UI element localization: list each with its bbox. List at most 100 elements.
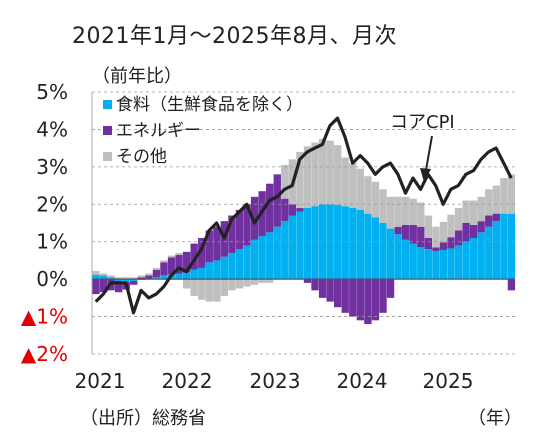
bar-energy-2021-10 (160, 262, 168, 276)
bar-other-2024-08 (417, 202, 425, 227)
bar-food-2023-08 (326, 204, 334, 280)
bar-energy-2024-04 (386, 279, 395, 298)
bar-energy-2022-02 (190, 243, 198, 270)
bar-food-2023-12 (356, 209, 365, 280)
y-tick-label-2: 2% (36, 192, 68, 216)
bar-other-2022-02 (190, 279, 198, 296)
bar-energy-2023-02 (281, 198, 289, 222)
bar-food-2021-10 (160, 275, 168, 280)
legend-label-food: 食料（生鮮食品を除く） (116, 95, 303, 115)
bar-energy-2022-12 (266, 183, 274, 233)
bar-energy-2022-01 (182, 251, 191, 273)
bar-other-2021-08 (145, 273, 153, 276)
bar-energy-2021-11 (167, 257, 176, 275)
bar-other-2021-01 (92, 270, 100, 275)
bar-food-2021-09 (152, 277, 161, 280)
bar-other-2023-05 (303, 146, 312, 209)
bar-food-2025-06 (492, 221, 500, 280)
bar-energy-2022-09 (243, 204, 251, 246)
x-tick-label-2023: 2023 (250, 369, 301, 393)
bar-energy-2022-05 (213, 226, 221, 261)
bar-energy-2025-04 (477, 221, 485, 233)
bar-other-2024-01 (364, 176, 372, 214)
bar-energy-2024-01 (364, 279, 372, 325)
bar-other-2022-03 (198, 279, 206, 300)
bar-food-2025-02 (462, 241, 470, 280)
bar-energy-2021-09 (152, 269, 161, 278)
bar-other-2023-07 (318, 138, 327, 205)
bar-other-2024-03 (379, 189, 387, 223)
legend-swatch-energy (103, 126, 112, 135)
legend-swatch-other (103, 152, 112, 161)
bar-food-2021-02 (99, 275, 108, 280)
bar-other-2023-11 (349, 163, 357, 209)
source-note: （出所）総務省 (80, 408, 206, 429)
bar-other-2025-08 (507, 174, 516, 214)
bar-food-2024-01 (364, 213, 372, 280)
bar-other-2022-10 (250, 279, 259, 285)
bar-other-2024-06 (401, 196, 410, 225)
bar-food-2023-02 (281, 221, 289, 280)
legend-label-energy: エネルギー (116, 121, 201, 141)
bar-other-2022-11 (258, 279, 266, 283)
bar-food-2024-06 (401, 239, 410, 280)
bar-food-2024-08 (417, 247, 425, 280)
bar-energy-2025-08 (507, 279, 516, 291)
bar-food-2025-08 (507, 213, 516, 280)
bar-energy-2023-09 (334, 279, 342, 308)
bar-food-2023-06 (311, 206, 319, 280)
bar-food-2022-04 (205, 262, 213, 280)
bar-other-2022-07 (228, 279, 236, 291)
bar-food-2022-12 (266, 232, 274, 280)
bar-other-2021-12 (175, 252, 183, 255)
bar-other-2022-08 (235, 279, 244, 289)
bar-other-2024-12 (447, 214, 455, 238)
bar-food-2024-11 (439, 249, 448, 280)
bar-food-2023-05 (303, 208, 312, 280)
bar-other-2024-04 (386, 196, 395, 229)
bar-energy-2022-07 (228, 215, 236, 253)
bar-other-2022-06 (220, 279, 229, 296)
bar-other-2022-05 (213, 279, 221, 302)
bar-energy-2024-07 (409, 224, 417, 244)
annotation-arrow-shaft (425, 135, 433, 171)
bar-food-2022-02 (190, 269, 198, 280)
bar-food-2024-04 (386, 228, 395, 280)
annotation-arrow-head (420, 168, 431, 182)
bar-energy-2021-12 (175, 254, 183, 274)
bar-energy-2025-03 (469, 224, 478, 238)
bar-energy-2023-06 (311, 279, 319, 291)
bar-energy-2023-03 (288, 204, 297, 216)
bar-food-2023-09 (334, 205, 342, 280)
bar-energy-2023-07 (318, 279, 327, 298)
bar-energy-2025-01 (454, 230, 463, 246)
y-tick-label-5: 5% (36, 80, 68, 104)
bar-other-2022-01 (182, 279, 191, 289)
bar-energy-2024-05 (394, 226, 402, 235)
bar-energy-2024-10 (432, 247, 440, 252)
bar-food-2022-07 (228, 252, 236, 280)
bar-food-2024-03 (379, 223, 387, 280)
bar-food-2024-10 (432, 251, 440, 280)
bar-energy-2021-04 (114, 281, 123, 293)
bar-other-2025-07 (500, 178, 508, 214)
bar-other-2024-07 (409, 198, 417, 225)
core-cpi-annotation-label: コアCPI (390, 112, 455, 133)
bar-food-2022-01 (182, 272, 191, 280)
core-cpi-line (94, 116, 513, 315)
bar-energy-2024-09 (424, 237, 433, 250)
bar-other-2023-08 (326, 140, 334, 205)
bar-other-2021-06 (130, 277, 138, 280)
y-tick-label-0: 0% (36, 267, 68, 291)
bar-other-2023-02 (281, 164, 289, 199)
y-tick-labels: 5% 4% 3% 2% 1% 0% ▲1% ▲2% (21, 80, 68, 366)
bar-food-2024-07 (409, 243, 417, 280)
bar-energy-2024-02 (371, 279, 380, 321)
bar-food-2025-07 (500, 213, 508, 280)
bar-food-2025-03 (469, 237, 478, 280)
bar-energy-2023-01 (273, 174, 281, 227)
bar-energy-2025-06 (492, 213, 500, 222)
y-tick-label-1: 1% (36, 230, 68, 254)
x-tick-label-2021: 2021 (75, 369, 126, 393)
bar-food-2022-10 (250, 239, 259, 280)
